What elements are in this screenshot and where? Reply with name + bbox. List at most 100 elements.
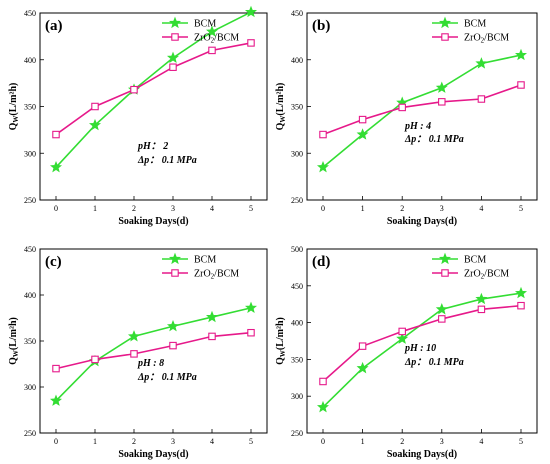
panel-label: (b) bbox=[312, 18, 330, 34]
series-bcm-point bbox=[205, 25, 219, 37]
y-tick-label: 300 bbox=[24, 149, 36, 158]
series-bcm-point bbox=[475, 292, 488, 305]
series-bcm-point bbox=[316, 160, 330, 173]
ph-annotation: pH : 4 bbox=[404, 121, 431, 132]
series-zro2-bcm-point bbox=[319, 130, 327, 139]
legend-marker-bcm bbox=[438, 252, 452, 265]
series-zro2-bcm-point bbox=[52, 130, 60, 139]
panel-label: (c) bbox=[45, 254, 62, 270]
legend-marker-zro2-bcm bbox=[171, 33, 179, 41]
series-zro2-bcm-point bbox=[517, 81, 525, 89]
y-tick-label: 450 bbox=[291, 282, 303, 291]
x-tick-label: 5 bbox=[249, 204, 253, 213]
x-tick-label: 2 bbox=[132, 437, 136, 446]
x-tick-label: 2 bbox=[132, 204, 136, 213]
panel-label: (d) bbox=[312, 254, 330, 270]
y-tick-label: 350 bbox=[24, 337, 36, 346]
series-zro2-bcm-line bbox=[322, 304, 522, 383]
y-tick-label: 300 bbox=[291, 392, 303, 401]
chart-panel-1: 250 300 350 400 450 0 1 2 3 4 5 Soaking Days(d) QW(L… bbox=[8, 5, 268, 227]
pressure-annotation: Δp： 0.1 MPa bbox=[404, 134, 464, 145]
x-tick-label: 5 bbox=[249, 437, 253, 446]
series-zro2-bcm-point bbox=[247, 328, 255, 337]
legend-marker-bcm bbox=[168, 16, 182, 29]
x-tick-label: 1 bbox=[93, 204, 97, 213]
x-tick-label: 0 bbox=[54, 204, 58, 213]
x-axis-label: Soaking Days(d) bbox=[118, 216, 188, 227]
legend-label-zro2-bcm: ZrO2/BCM bbox=[194, 269, 239, 281]
legend-label-zro2-bcm: ZrO2/BCM bbox=[194, 33, 239, 45]
chart-panel-3: 250 300 350 400 450 0 1 2 3 4 5 Soaking Days(d) QW(L… bbox=[8, 245, 268, 460]
legend-marker-bcm bbox=[438, 16, 452, 29]
series-bcm-line bbox=[322, 292, 522, 408]
x-tick-label: 4 bbox=[479, 437, 483, 446]
series-zro2-bcm-point bbox=[358, 115, 367, 124]
series-zro2-bcm-point bbox=[477, 95, 486, 103]
x-axis-label: Soaking Days(d) bbox=[387, 449, 457, 460]
series-zro2-bcm-line bbox=[55, 42, 252, 136]
series-bcm-point bbox=[88, 118, 102, 131]
series-zro2-bcm-point bbox=[247, 39, 255, 47]
series-bcm-point bbox=[205, 310, 219, 323]
series-bcm-point bbox=[356, 128, 369, 140]
panel-label: (a) bbox=[45, 18, 63, 34]
series-zro2-bcm-point bbox=[208, 332, 216, 341]
series-bcm-point bbox=[49, 394, 63, 406]
y-tick-label: 300 bbox=[291, 149, 303, 158]
x-tick-label: 3 bbox=[171, 204, 175, 213]
series-bcm-point bbox=[435, 81, 448, 93]
series-zro2-bcm-point bbox=[130, 350, 138, 358]
legend-marker-zro2-bcm bbox=[171, 269, 179, 277]
y-tick-label: 400 bbox=[291, 319, 303, 328]
chart-panel-4: 250 300 350 400 450 500 0 1 2 3 4 5 Soaking Days(d) Q… bbox=[275, 245, 538, 460]
x-tick-label: 4 bbox=[210, 204, 214, 213]
x-tick-label: 1 bbox=[361, 204, 365, 213]
y-tick-label: 400 bbox=[291, 56, 303, 65]
series-zro2-bcm-point bbox=[169, 341, 177, 350]
x-tick-label: 3 bbox=[440, 437, 444, 446]
series-zro2-bcm-point bbox=[398, 327, 406, 336]
legend: BCM ZrO2/BCM bbox=[432, 252, 509, 281]
plot-frame bbox=[306, 248, 538, 434]
series-bcm-point bbox=[166, 51, 180, 63]
x-tick-label: 3 bbox=[440, 204, 444, 213]
series-zro2-bcm-point bbox=[91, 102, 99, 111]
series-bcm-line bbox=[55, 11, 252, 168]
x-tick-label: 3 bbox=[171, 437, 175, 446]
chart-panel-2: 250 300 350 400 450 0 1 2 3 4 5 Soaking Days(d) QW(L… bbox=[275, 9, 538, 227]
legend-label-bcm: BCM bbox=[464, 19, 486, 30]
x-tick-label: 1 bbox=[93, 437, 97, 446]
x-tick-label: 0 bbox=[321, 437, 325, 446]
pressure-annotation: Δp： 0.1 MPa bbox=[137, 155, 197, 166]
ph-annotation: pH : 8 bbox=[137, 358, 164, 369]
x-tick-label: 5 bbox=[519, 437, 523, 446]
y-tick-label: 500 bbox=[291, 245, 303, 254]
y-tick-label: 250 bbox=[24, 429, 36, 438]
y-tick-label: 300 bbox=[24, 383, 36, 392]
series-zro2-bcm-line bbox=[55, 331, 252, 370]
y-tick-label: 450 bbox=[291, 9, 303, 18]
series-bcm-point bbox=[127, 330, 141, 342]
y-axis-label: QW(L/m²h) bbox=[275, 317, 287, 365]
legend-label-bcm: BCM bbox=[194, 19, 216, 30]
series-zro2-bcm-point bbox=[130, 85, 138, 94]
y-axis-label: QW(L/m²h) bbox=[8, 83, 20, 131]
legend-marker-zro2-bcm bbox=[441, 269, 449, 277]
series-bcm-point bbox=[166, 319, 180, 332]
series-bcm-point bbox=[475, 57, 488, 69]
series-zro2-bcm-point bbox=[169, 63, 177, 71]
series-zro2-bcm-point bbox=[358, 342, 367, 350]
series-bcm-point bbox=[435, 303, 448, 315]
x-tick-label: 2 bbox=[400, 204, 404, 213]
series-zro2-bcm-point bbox=[477, 305, 486, 314]
series-bcm-point bbox=[316, 400, 330, 413]
x-tick-label: 1 bbox=[361, 437, 365, 446]
legend-label-bcm: BCM bbox=[194, 255, 216, 266]
x-axis-label: Soaking Days(d) bbox=[118, 449, 188, 460]
series-bcm-point bbox=[396, 332, 409, 344]
y-tick-label: 400 bbox=[24, 291, 36, 300]
series-zro2-bcm-point bbox=[438, 98, 446, 106]
x-tick-label: 0 bbox=[54, 437, 58, 446]
x-tick-label: 5 bbox=[519, 204, 523, 213]
